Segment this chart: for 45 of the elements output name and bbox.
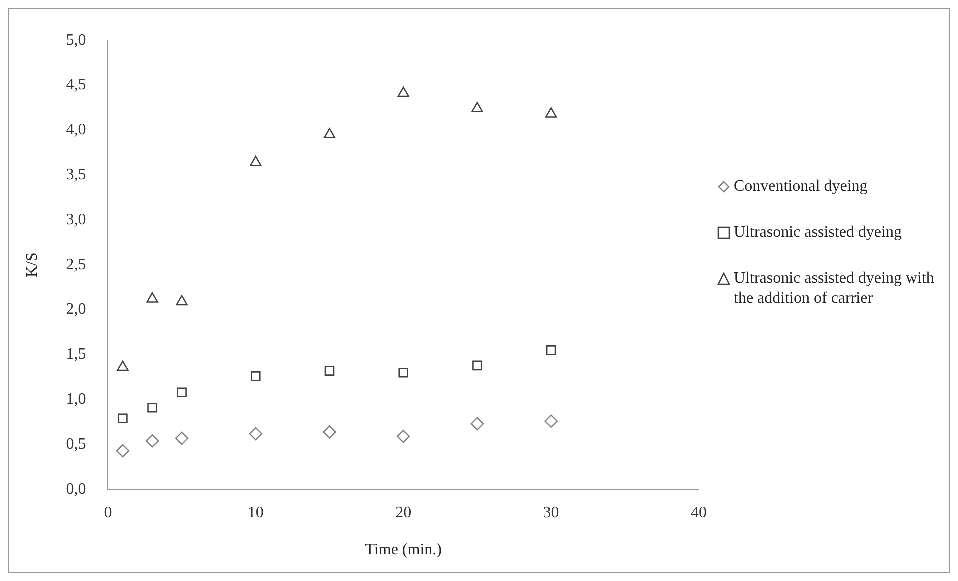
y-tick-label: 3,5 — [66, 166, 86, 184]
x-tick-label: 40 — [691, 504, 707, 522]
point — [175, 432, 189, 446]
x-tick-label: 10 — [248, 504, 264, 522]
point — [472, 102, 484, 112]
point — [324, 366, 335, 376]
point — [545, 108, 558, 118]
y-tick-label: 4,0 — [66, 122, 86, 139]
point — [323, 425, 336, 439]
point — [148, 402, 158, 413]
y-tick-label: 2,5 — [66, 256, 86, 274]
y-tick-label: 0,0 — [66, 480, 86, 498]
point — [249, 427, 263, 441]
x-tick-label: 20 — [396, 504, 412, 522]
point — [544, 414, 558, 428]
legend-label: Ultrasonic assisted dyeing with the addition of carrier — [734, 269, 936, 309]
y-tick-label: 0,5 — [66, 436, 86, 453]
point — [118, 414, 128, 424]
point — [116, 444, 130, 458]
legend-label: Conventional dyeing — [734, 177, 868, 197]
x-tick-label: 30 — [543, 504, 560, 522]
point — [398, 86, 410, 98]
point — [472, 360, 482, 371]
point — [117, 360, 129, 372]
point — [546, 346, 556, 356]
y-tick-label: 3,0 — [66, 211, 86, 228]
point — [146, 434, 160, 448]
y-axis-title: K/S — [24, 252, 41, 278]
point — [396, 430, 410, 444]
legend-label: Ultrasonic assisted dyeing — [734, 223, 902, 243]
point — [398, 368, 408, 378]
point — [146, 292, 158, 303]
y-tick-label: 2,0 — [66, 301, 86, 318]
x-tick-label: 0 — [104, 504, 112, 522]
y-tick-label: 5,0 — [66, 32, 86, 49]
x-axis-title: Time (min.) — [365, 542, 442, 559]
point — [250, 156, 262, 166]
point — [177, 388, 187, 398]
point — [251, 372, 261, 382]
point — [176, 295, 188, 306]
y-tick-label: 1,0 — [66, 391, 86, 408]
y-tick-label: 1,5 — [66, 346, 86, 364]
y-tick-label: 4,5 — [66, 76, 86, 94]
point — [324, 128, 336, 139]
point — [470, 417, 484, 431]
